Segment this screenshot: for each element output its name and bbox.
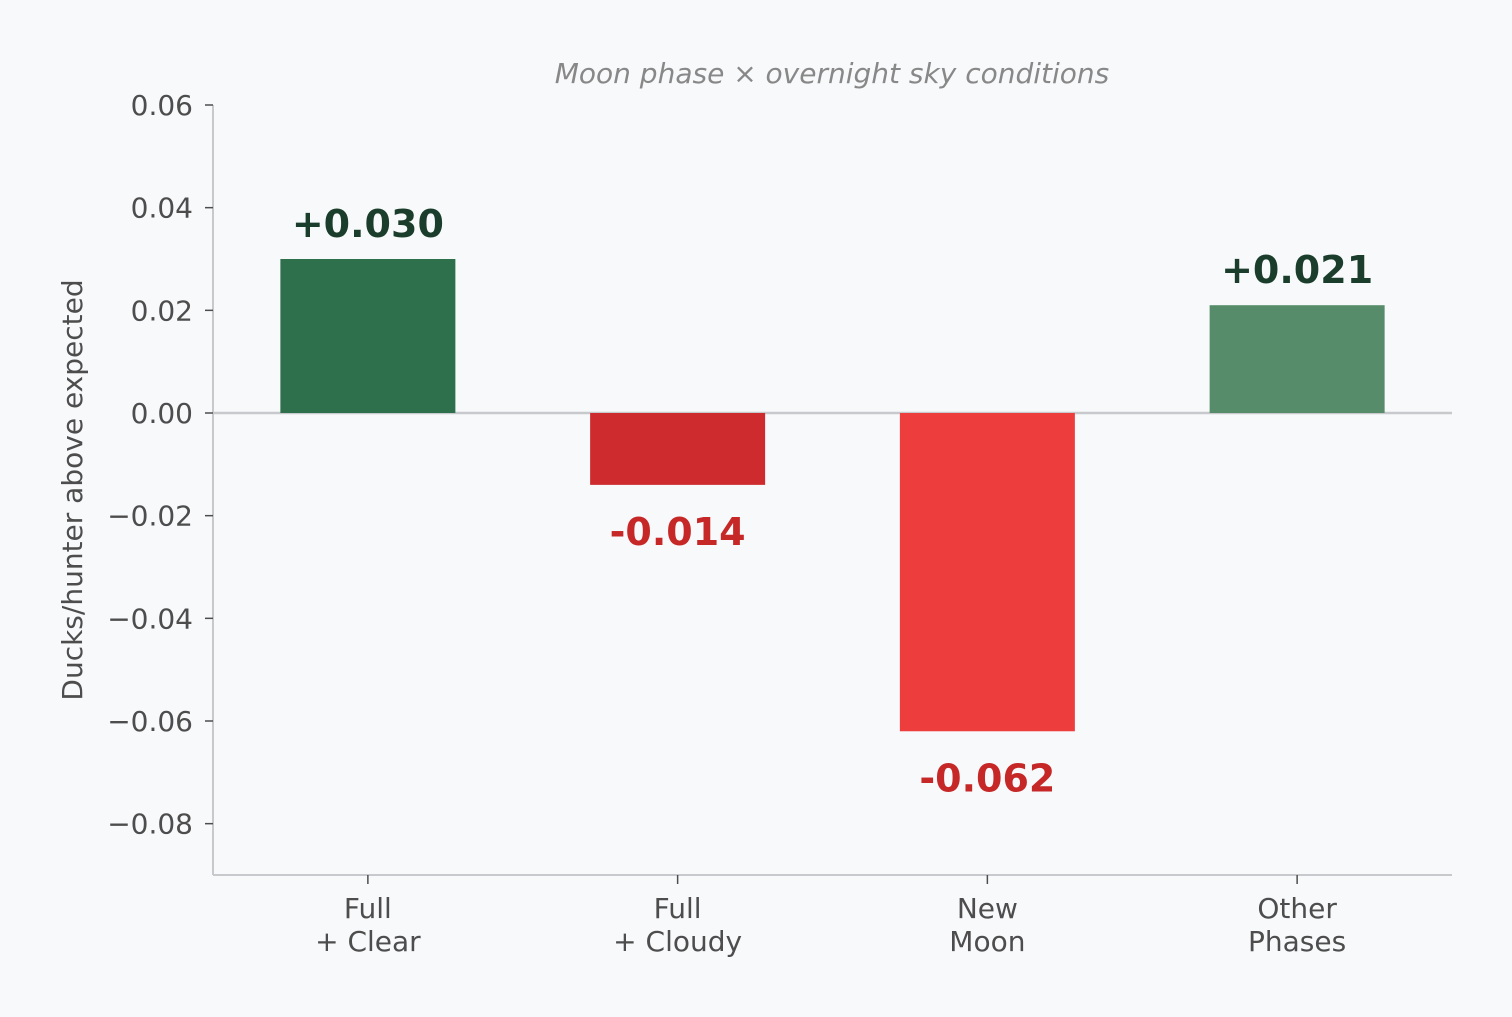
x-tick-label: Full: [344, 892, 392, 925]
data-label: +0.030: [292, 202, 444, 246]
bar: [1209, 305, 1385, 413]
y-tick-label: −0.04: [107, 602, 193, 635]
x-tick-label: + Clear: [315, 925, 421, 958]
y-tick-label: 0.04: [131, 192, 193, 225]
data-labels: +0.030 -0.014 -0.062 +0.021: [292, 202, 1373, 800]
x-tick-label: Other: [1257, 892, 1337, 925]
bars: [280, 259, 1385, 732]
x-tick-label: Full: [654, 892, 702, 925]
data-label: +0.021: [1221, 248, 1373, 292]
x-tick-label: Moon: [949, 925, 1025, 958]
x-tick-label: + Cloudy: [613, 925, 742, 958]
y-tick-label: 0.00: [131, 397, 193, 430]
x-tick-label: New: [957, 892, 1018, 925]
axes: 0.06 0.04 0.02 0.00 −0.02 −0.04 −0.06 −0.08 Full…: [107, 89, 1452, 958]
bar: [280, 259, 456, 413]
y-tick-label: 0.06: [131, 89, 193, 122]
y-tick-label: −0.08: [107, 808, 193, 841]
chart-title: Moon phase × overnight sky conditions: [555, 57, 1110, 90]
data-label: -0.014: [610, 510, 746, 554]
y-tick-label: −0.02: [107, 500, 193, 533]
bar: [590, 413, 766, 485]
bar: [899, 413, 1075, 732]
data-label: -0.062: [919, 756, 1055, 800]
y-axis-title: Ducks/hunter above expected: [56, 279, 89, 700]
y-tick-label: 0.02: [131, 294, 193, 327]
y-tick-label: −0.06: [107, 705, 193, 738]
x-tick-label: Phases: [1248, 925, 1346, 958]
